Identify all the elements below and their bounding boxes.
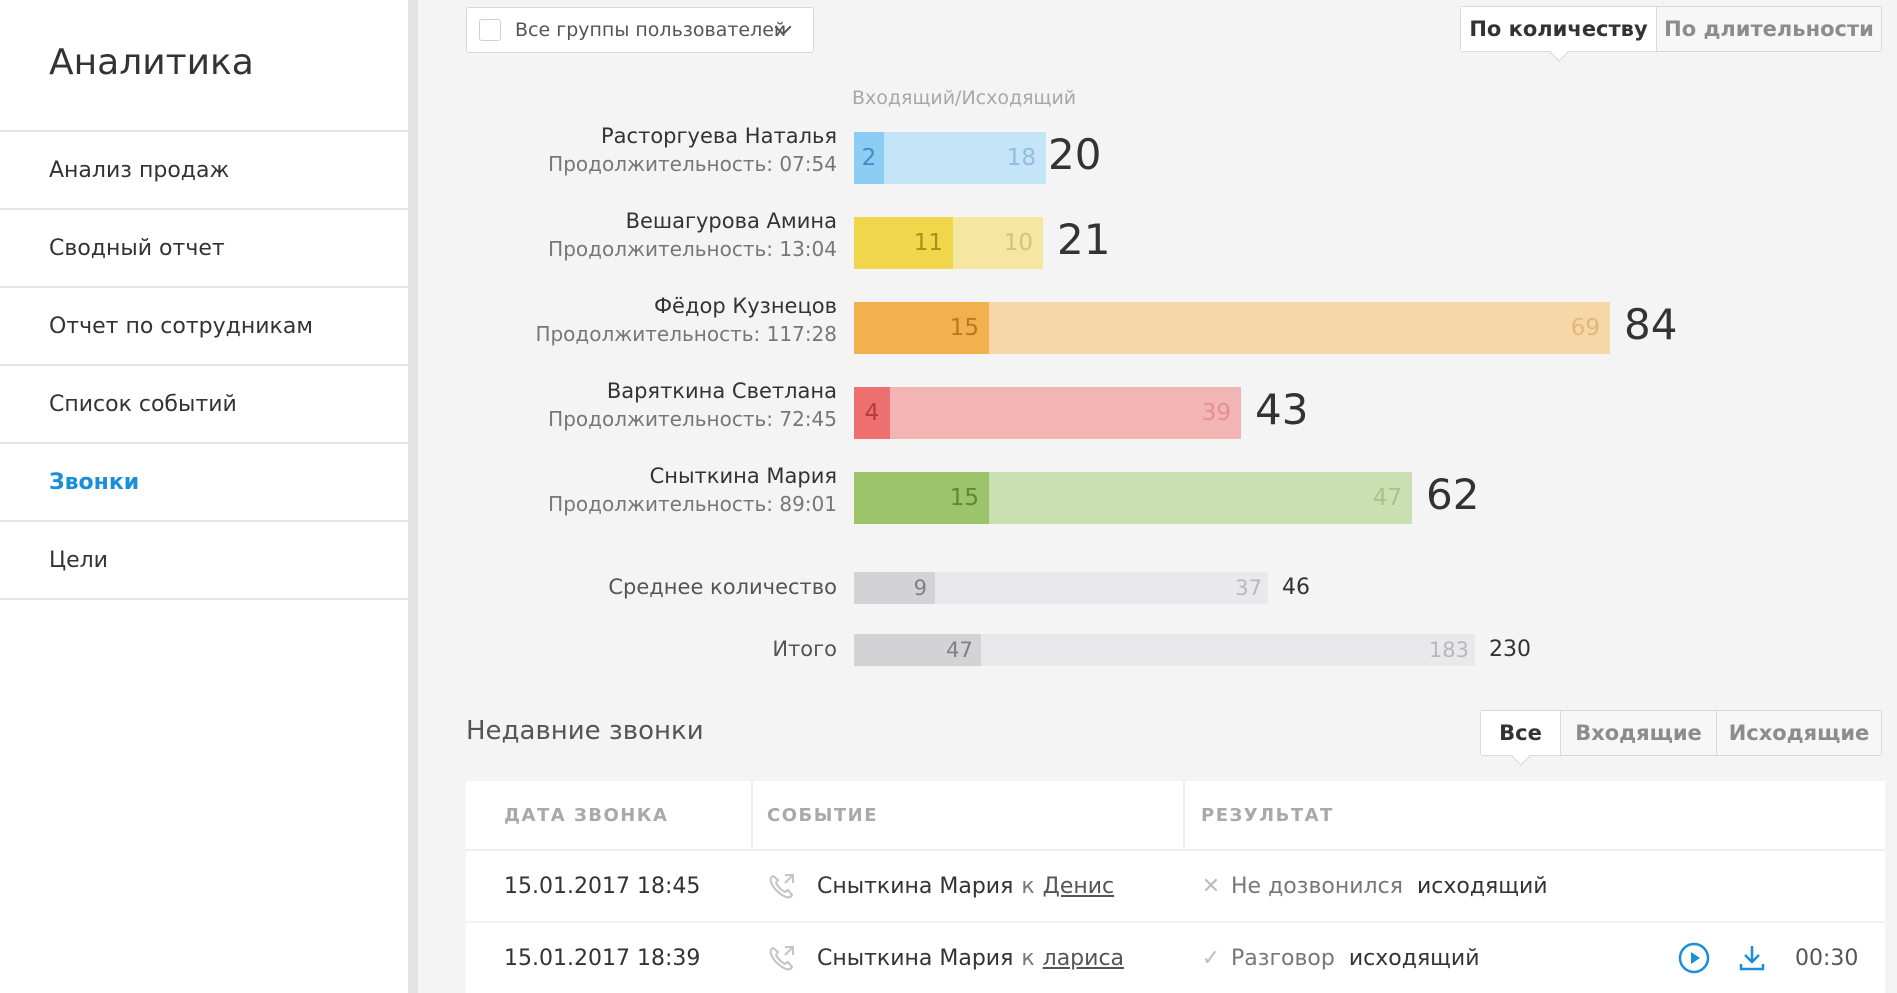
play-icon[interactable]	[1677, 941, 1711, 975]
filter-outgoing-button[interactable]: Исходящие	[1728, 721, 1870, 745]
employee-name: Вешагурова Амина	[625, 209, 837, 233]
caller-name: Сныткина Мария	[817, 945, 1014, 971]
employee-duration: Продолжительность: 117:28	[535, 322, 837, 346]
sidebar-item-goals[interactable]: Цели	[0, 522, 408, 600]
sidebar-title: Аналитика	[49, 42, 254, 83]
column-header-event[interactable]: СОБЫТИЕ	[753, 781, 1185, 849]
sum-outgoing-segment: 183	[980, 634, 1475, 666]
outgoing-segment: 10	[953, 217, 1043, 269]
call-result: ✓ Разговор исходящий	[1185, 946, 1885, 971]
employee-name: Расторгуева Наталья	[601, 124, 837, 148]
sort-by-duration-button[interactable]: По длительности	[1664, 17, 1874, 41]
employee-duration: Продолжительность: 72:45	[548, 407, 837, 431]
sidebar-item-calls[interactable]: Звонки	[0, 444, 408, 522]
callee-link[interactable]: лариса	[1042, 945, 1125, 971]
sum-label: Итого	[772, 637, 837, 661]
employee-bar: 15 69	[854, 302, 1610, 354]
filter-incoming-button[interactable]: Входящие	[1561, 711, 1717, 755]
employee-duration: Продолжительность: 07:54	[548, 152, 837, 176]
sort-by-count-button[interactable]: По количеству	[1461, 7, 1657, 51]
cross-icon: ✕	[1201, 873, 1221, 899]
employee-label: Варяткина Светлана Продолжительность: 72…	[548, 379, 837, 431]
employee-label: Вешагурова Амина Продолжительность: 13:0…	[548, 209, 837, 261]
row-actions: 00:30	[1677, 923, 1885, 993]
employee-bar: 4 39	[854, 387, 1241, 439]
callee-link[interactable]: Денис	[1042, 873, 1115, 899]
incoming-segment: 11	[854, 217, 953, 269]
download-icon[interactable]	[1735, 941, 1769, 975]
incoming-segment: 4	[854, 387, 890, 439]
recent-calls-title: Недавние звонки	[466, 716, 704, 746]
employee-total: 21	[1057, 215, 1111, 264]
employee-bar: 11 10	[854, 217, 1043, 269]
direction-text: исходящий	[1348, 945, 1480, 971]
direction-text: исходящий	[1416, 873, 1548, 899]
filter-all-button[interactable]: Все	[1481, 711, 1561, 755]
sum-incoming-segment: 47	[854, 634, 981, 666]
average-bar: 9 37	[854, 572, 1268, 604]
sidebar-item-summary-report[interactable]: Сводный отчет	[0, 210, 408, 288]
outgoing-segment: 69	[989, 302, 1610, 354]
group-select-label: Все группы пользователей	[515, 19, 787, 41]
call-date: 15.01.2017 18:39	[504, 945, 701, 971]
incoming-segment: 2	[854, 132, 884, 184]
to-word: к	[1021, 873, 1035, 899]
call-result: ✕ Не дозвонился исходящий	[1185, 874, 1885, 899]
table-header: ДАТА ЗВОНКА СОБЫТИЕ РЕЗУЛЬТАТ	[466, 781, 1885, 851]
employee-name: Сныткина Мария	[649, 464, 837, 488]
employee-total: 43	[1255, 385, 1309, 434]
sidebar-item-event-list[interactable]: Список событий	[0, 366, 408, 444]
column-header-date[interactable]: ДАТА ЗВОНКА	[466, 781, 753, 849]
employee-total: 20	[1048, 130, 1102, 179]
outgoing-call-icon	[769, 946, 794, 971]
employee-duration: Продолжительность: 89:01	[548, 492, 837, 516]
employee-bar: 15 47	[854, 472, 1412, 524]
outgoing-call-icon	[769, 874, 794, 899]
employee-label: Фёдор Кузнецов Продолжительность: 117:28	[535, 294, 837, 346]
average-incoming-segment: 9	[854, 572, 935, 604]
call-event: Сныткина Мария к лариса	[753, 943, 1185, 973]
sidebar-item-sales-analysis[interactable]: Анализ продаж	[0, 132, 408, 210]
call-filter-toggle: Все Входящие Исходящие	[1480, 710, 1882, 756]
caller-name: Сныткина Мария	[817, 873, 1014, 899]
chart-legend: Входящий/Исходящий	[852, 87, 1077, 109]
main-content: Все группы пользователей По количеству П…	[428, 0, 1897, 993]
employee-label: Расторгуева Наталья Продолжительность: 0…	[548, 124, 837, 176]
average-label: Среднее количество	[608, 575, 837, 599]
sum-total: 230	[1489, 637, 1531, 662]
result-text: Разговор	[1231, 945, 1335, 971]
incoming-segment: 15	[854, 302, 989, 354]
sum-bar: 47 183	[854, 634, 1475, 666]
employee-total: 62	[1426, 470, 1480, 519]
employee-total: 84	[1624, 300, 1678, 349]
incoming-segment: 15	[854, 472, 989, 524]
employee-name: Фёдор Кузнецов	[653, 294, 837, 318]
recent-calls-table: ДАТА ЗВОНКА СОБЫТИЕ РЕЗУЛЬТАТ 15.01.2017…	[466, 781, 1885, 993]
column-header-result[interactable]: РЕЗУЛЬТАТ	[1201, 804, 1334, 826]
result-text: Не дозвонился	[1231, 873, 1403, 899]
table-row: 15.01.2017 18:39 Сныткина Мария к лариса…	[466, 923, 1885, 993]
sidebar: Аналитика Анализ продаж Сводный отчет От…	[0, 0, 418, 993]
average-outgoing-segment: 37	[935, 572, 1268, 604]
call-duration: 00:30	[1795, 945, 1859, 971]
employee-bar: 2 18	[854, 132, 1046, 184]
outgoing-segment: 39	[890, 387, 1241, 439]
sidebar-item-employee-report[interactable]: Отчет по сотрудникам	[0, 288, 408, 366]
employee-name: Варяткина Светлана	[606, 379, 837, 403]
user-group-select[interactable]: Все группы пользователей	[466, 7, 814, 53]
table-row: 15.01.2017 18:45 Сныткина Мария к Денис …	[466, 851, 1885, 923]
to-word: к	[1021, 945, 1035, 971]
sidebar-nav: Анализ продаж Сводный отчет Отчет по сот…	[0, 130, 408, 600]
outgoing-segment: 47	[989, 472, 1412, 524]
employee-label: Сныткина Мария Продолжительность: 89:01	[548, 464, 837, 516]
employee-duration: Продолжительность: 13:04	[548, 237, 837, 261]
outgoing-segment: 18	[884, 132, 1046, 184]
check-icon: ✓	[1201, 945, 1221, 971]
average-total: 46	[1282, 575, 1310, 600]
sort-toggle: По количеству По длительности	[1460, 6, 1882, 52]
call-date: 15.01.2017 18:45	[504, 873, 701, 899]
call-event: Сныткина Мария к Денис	[753, 871, 1185, 901]
group-checkbox[interactable]	[479, 19, 501, 41]
